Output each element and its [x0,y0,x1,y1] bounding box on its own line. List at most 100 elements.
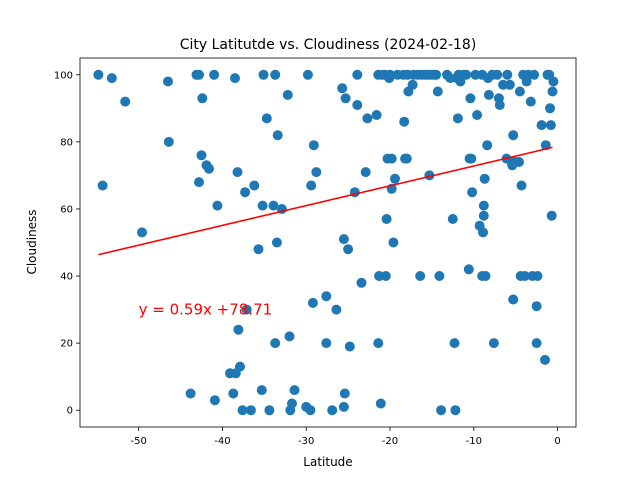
data-point [478,210,489,221]
data-point [261,113,272,124]
data-point [120,96,131,107]
data-point [338,401,349,412]
data-point [258,69,269,80]
data-point [270,338,281,349]
y-axis-title: Cloudiness [25,209,39,274]
data-point [212,200,223,211]
data-point [360,167,371,178]
data-point [508,294,519,305]
data-point [305,405,316,416]
data-point [504,79,515,90]
data-point [362,113,373,124]
data-point [235,361,245,372]
data-point [306,180,317,191]
data-point [375,398,386,409]
data-point [508,130,519,141]
y-tick-label: 100 [54,70,73,81]
data-point [450,405,461,416]
data-point [434,271,445,281]
data-point [289,385,300,396]
data-point [463,264,474,275]
data-point [516,180,527,191]
data-point [287,398,297,409]
data-point [93,69,104,80]
data-point [237,405,248,416]
data-point [432,86,443,97]
data-point [502,69,513,80]
data-point [466,153,477,164]
data-point [249,180,260,191]
data-point [163,136,174,147]
data-point [532,271,543,281]
data-point [514,86,525,97]
data-point [492,69,503,80]
data-point [546,210,557,221]
plot-frame [79,57,577,428]
regression-line [98,146,553,256]
data-point [270,69,281,80]
data-point [449,338,460,349]
data-point [284,331,295,342]
data-points [93,69,559,416]
data-point [407,79,418,90]
data-point [514,157,524,167]
data-point [385,69,395,80]
data-point [209,69,220,80]
data-point [327,405,338,416]
data-point [340,93,351,104]
data-point [478,227,488,238]
y-tick-label: 0 [67,406,73,417]
data-point [257,200,268,211]
x-tick-label: 0 [554,436,560,447]
data-point [245,405,256,416]
x-tick-label: -40 [214,436,230,447]
data-point [424,170,435,181]
data-point [352,100,363,110]
data-point [388,237,399,248]
data-point [311,167,322,178]
data-point [480,271,491,281]
data-point [264,405,275,416]
data-point [545,103,555,114]
data-point [228,388,239,399]
y-tick-label: 80 [60,137,73,148]
data-point [338,234,349,245]
data-point [536,120,547,131]
data-point [531,301,542,312]
data-point [321,291,332,302]
data-point [256,385,267,396]
regression-layer: y = 0.59x +78.71 [98,146,553,319]
data-point [272,130,283,141]
data-point [548,76,559,87]
x-axis-title: Latitude [303,455,352,469]
data-point [488,338,499,349]
data-point [479,173,490,184]
data-point [232,167,243,178]
data-point [415,271,426,281]
data-point [519,271,530,281]
data-point [461,69,472,80]
data-point [253,244,264,255]
data-point [540,354,550,365]
x-tick-label: -20 [382,436,398,447]
data-point [465,93,476,104]
x-axis-ticks: -50 -40 -30 -20 -10 0 [130,427,561,447]
data-point [137,227,147,238]
data-point [373,338,384,349]
data-point [302,69,313,80]
data-point [209,395,220,406]
data-point [337,83,348,94]
data-point [356,277,367,288]
data-point [547,86,558,97]
data-point [230,73,240,84]
data-point [307,297,318,308]
data-point [371,110,382,120]
data-point [344,341,355,352]
y-tick-label: 40 [60,272,73,283]
data-point [339,388,350,399]
data-point [467,187,478,198]
data-point [494,100,505,110]
data-point [482,140,493,151]
data-point [483,89,494,100]
